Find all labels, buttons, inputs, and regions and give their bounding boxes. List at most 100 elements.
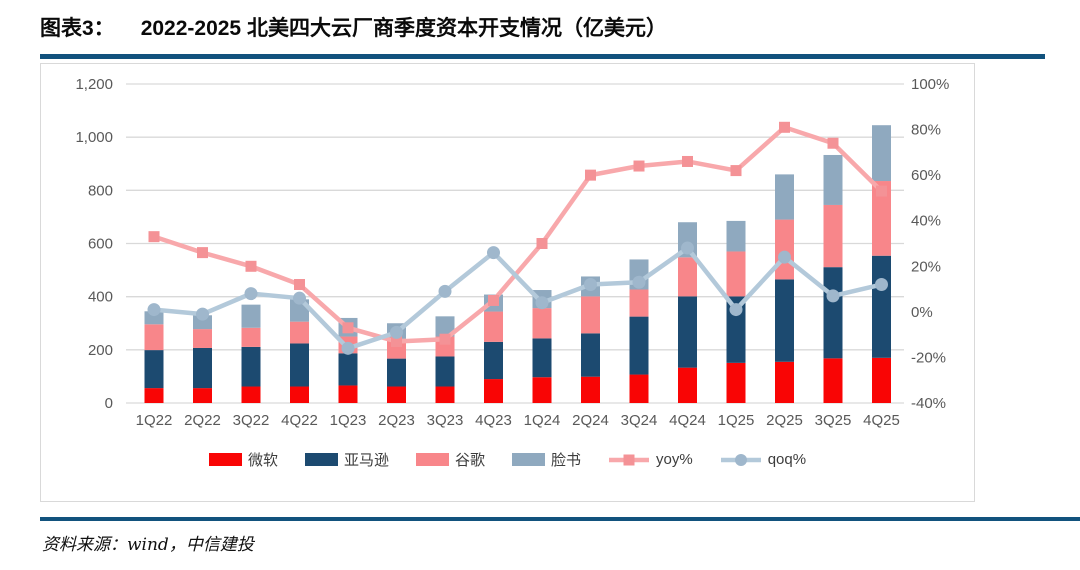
marker-circle-qoq% <box>729 303 743 317</box>
legend-label: 微软 <box>247 452 278 469</box>
marker-circle-qoq% <box>875 278 888 292</box>
marker-square-yoy% <box>391 335 402 347</box>
marker-square-yoy% <box>342 322 354 334</box>
title-divider-rule <box>40 54 1045 59</box>
marker-square-yoy% <box>439 333 451 345</box>
bar-segment-谷歌 <box>823 204 843 268</box>
legend-line-glyph <box>609 454 649 465</box>
bar-segment-微软 <box>387 386 406 403</box>
bar-segment-谷歌 <box>144 324 164 351</box>
right-axis-tick-label: 40% <box>911 213 941 230</box>
marker-circle-qoq% <box>341 341 355 355</box>
bar-segment-脸书 <box>823 154 843 205</box>
marker-square-yoy% <box>730 165 742 177</box>
legend-item-yoy%: yoy% <box>608 451 693 468</box>
x-axis-tick-label: 4Q24 <box>669 412 706 429</box>
right-axis-tick-label: -20% <box>911 349 946 366</box>
right-axis-tick-label: 0% <box>911 304 933 321</box>
bar-segment-微软 <box>872 357 891 403</box>
x-axis-tick-label: 3Q23 <box>427 412 464 429</box>
bar-segment-脸书 <box>241 304 261 328</box>
footer-divider-rule <box>40 517 1080 521</box>
bar-segment-谷歌 <box>290 321 309 344</box>
bar-segment-微软 <box>193 388 212 403</box>
legend-item-脸书: 脸书 <box>511 449 581 470</box>
legend-label: 谷歌 <box>454 452 485 469</box>
bar-segment-微软 <box>484 379 503 403</box>
x-axis-tick-label: 4Q25 <box>863 412 900 429</box>
legend-label: 脸书 <box>550 452 581 469</box>
left-axis-tick-label: 600 <box>88 236 113 253</box>
left-axis-tick-label: 200 <box>88 342 113 359</box>
bar-segment-亚马逊 <box>678 296 697 368</box>
bar-segment-微软 <box>678 367 697 403</box>
bar-segment-亚马逊 <box>629 316 649 375</box>
left-axis-tick-label: 800 <box>88 182 113 199</box>
bar-segment-微软 <box>435 386 455 403</box>
bar-segment-谷歌 <box>484 311 503 342</box>
x-axis-tick-label: 4Q22 <box>281 412 318 429</box>
bar-segment-亚马逊 <box>823 267 843 359</box>
marker-square-yoy% <box>876 185 887 197</box>
legend-swatch <box>415 453 449 466</box>
marker-circle-qoq% <box>826 289 840 303</box>
bar-segment-亚马逊 <box>581 333 600 377</box>
bar-segment-脸书 <box>775 174 794 220</box>
legend-item-亚马逊: 亚马逊 <box>304 449 389 470</box>
x-axis-tick-label: 1Q23 <box>330 412 367 429</box>
right-axis-tick-label: 20% <box>911 258 941 275</box>
bar-segment-微软 <box>629 374 649 403</box>
bar-segment-谷歌 <box>629 289 649 317</box>
bar-segment-谷歌 <box>532 308 552 339</box>
chart-legend: 微软 亚马逊 谷歌 脸书 yoy% qoq% <box>41 449 974 470</box>
marker-circle-qoq% <box>196 307 209 321</box>
legend-label: qoq% <box>767 451 807 468</box>
legend-line-glyph <box>720 453 761 466</box>
bar-segment-脸书 <box>435 316 455 337</box>
marker-circle-qoq% <box>535 296 549 310</box>
left-axis-tick-label: 0 <box>105 395 113 412</box>
marker-square-yoy% <box>585 169 596 181</box>
x-axis-tick-label: 2Q25 <box>766 412 803 429</box>
legend-item-谷歌: 谷歌 <box>415 449 485 470</box>
bar-segment-亚马逊 <box>387 358 406 387</box>
x-axis-tick-label: 1Q24 <box>524 412 561 429</box>
bar-segment-微软 <box>144 388 164 403</box>
marker-square-yoy% <box>245 260 257 272</box>
marker-circle-qoq% <box>438 284 452 298</box>
marker-square-yoy% <box>827 137 839 149</box>
marker-circle-qoq% <box>487 246 500 260</box>
line-yoy% <box>153 125 884 344</box>
bar-segment-脸书 <box>872 125 891 182</box>
legend-item-微软: 微软 <box>208 449 278 470</box>
bar-segment-亚马逊 <box>872 255 891 358</box>
right-axis-tick-label: 100% <box>911 76 949 93</box>
bar-segment-微软 <box>775 361 794 403</box>
bar-segment-微软 <box>290 386 309 403</box>
x-axis-tick-label: 2Q22 <box>184 412 221 429</box>
bar-segment-脸书 <box>726 220 746 252</box>
marker-square-yoy% <box>488 294 499 306</box>
marker-circle-qoq% <box>244 287 258 301</box>
legend-swatch <box>208 453 242 466</box>
legend-label: 亚马逊 <box>343 452 389 469</box>
bar-segment-微软 <box>338 385 358 403</box>
marker-circle-qoq% <box>681 241 694 255</box>
bar-segment-微软 <box>532 377 552 403</box>
left-axis-tick-label: 400 <box>88 289 113 306</box>
x-axis-tick-label: 4Q23 <box>475 412 512 429</box>
chart-container: 0 200 400 600 800 1,000 1,200 100% 80% 60% 40% 20% 0… <box>40 63 975 502</box>
x-axis-tick-label: 2Q24 <box>572 412 609 429</box>
x-axis-tick-label: 3Q22 <box>233 412 270 429</box>
figure-title-text: 2022-2025 北美四大云厂商季度资本开支情况（亿美元） <box>140 17 667 40</box>
marker-square-yoy% <box>148 231 160 243</box>
x-axis-tick-label: 1Q25 <box>718 412 755 429</box>
marker-circle-qoq% <box>584 278 597 292</box>
bar-segment-亚马逊 <box>484 341 503 380</box>
bar-segment-亚马逊 <box>338 353 358 386</box>
chart-svg: 0 200 400 600 800 1,000 1,200 100% 80% 60% 40% 20% 0… <box>75 76 949 429</box>
legend-swatch <box>511 453 545 466</box>
marker-circle-qoq% <box>390 325 403 339</box>
line-qoq% <box>153 245 883 351</box>
source-note: 资料来源：wind，中信建投 <box>42 535 254 555</box>
